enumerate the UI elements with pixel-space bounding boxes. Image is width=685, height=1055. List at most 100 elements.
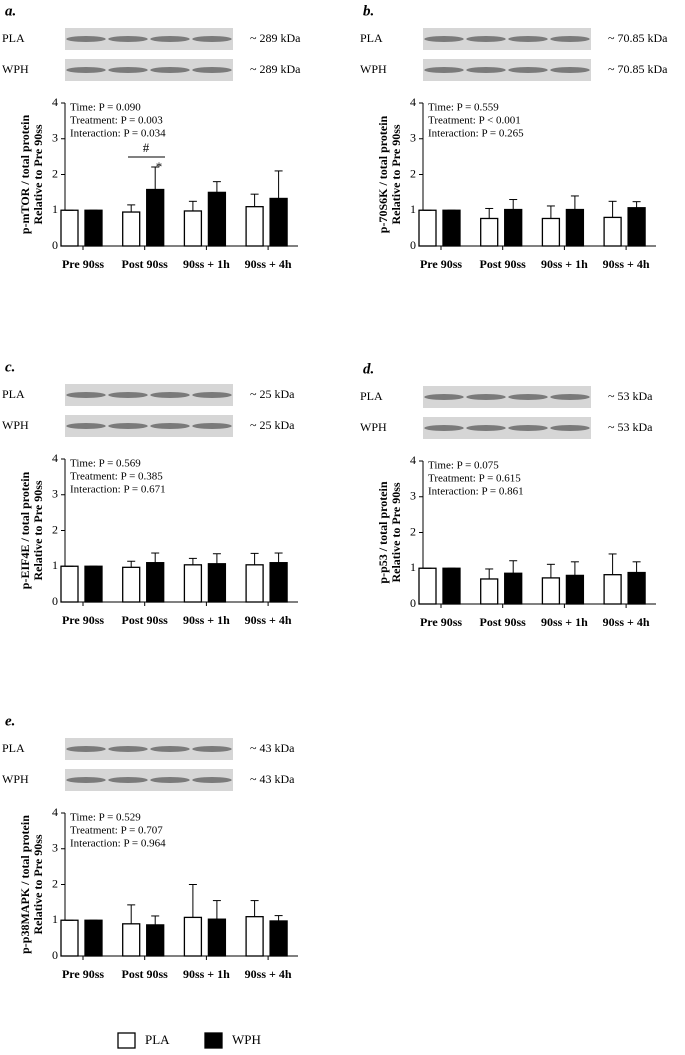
blot-band xyxy=(424,425,464,431)
x-tick-label: 90ss + 4h xyxy=(603,257,650,271)
y-tick-label: 0 xyxy=(52,238,58,252)
blot-band xyxy=(192,777,232,783)
bar xyxy=(84,209,103,247)
blot-band xyxy=(550,425,590,431)
stats-text: Interaction: P = 0.265 xyxy=(428,128,524,140)
error-bar xyxy=(509,560,518,574)
bar xyxy=(442,567,461,605)
blot-band xyxy=(550,67,590,73)
y-tick-label: 2 xyxy=(410,524,416,538)
blot-row-label: WPH xyxy=(360,62,387,76)
blot-band xyxy=(424,36,464,42)
bar xyxy=(603,216,622,247)
blot-band xyxy=(66,423,106,429)
y-tick-label: 1 xyxy=(52,202,58,216)
error-bar xyxy=(274,170,283,199)
blot-band xyxy=(466,36,506,42)
panel: b. PLA ~ 70.85 kDa WPH ~ 70.85 kDa 0 1 2 3 4 p-70S… xyxy=(360,3,668,270)
y-tick-label: 2 xyxy=(52,876,58,890)
y-axis-label: p-p38MAPK / total protein xyxy=(18,815,32,954)
y-tick-label: 3 xyxy=(410,131,416,145)
blot-row-label: WPH xyxy=(2,62,29,76)
blot-band xyxy=(108,777,148,783)
blot-band xyxy=(150,423,190,429)
bar xyxy=(183,210,203,247)
error-bar xyxy=(632,201,641,208)
bar xyxy=(245,564,264,603)
blot-band xyxy=(424,67,464,73)
bar xyxy=(504,572,523,605)
blot-size-label: ~ 53 kDa xyxy=(608,389,653,403)
stats-text: Interaction: P = 0.671 xyxy=(70,484,166,496)
blot-band xyxy=(108,423,148,429)
error-bar xyxy=(570,195,579,210)
blot-size-label: ~ 53 kDa xyxy=(608,420,653,434)
bar xyxy=(84,565,103,603)
blot-band xyxy=(192,746,232,752)
blot xyxy=(423,386,591,408)
blot-band xyxy=(66,392,106,398)
panel: d. PLA ~ 53 kDa WPH ~ 53 kDa 0 1 2 3 4 p-p53 / tot… xyxy=(360,361,656,629)
bar xyxy=(146,924,165,957)
bar xyxy=(418,567,437,605)
error-bar xyxy=(250,900,259,917)
bar xyxy=(627,571,646,605)
error-bar xyxy=(570,561,579,576)
bar xyxy=(418,209,437,247)
bar xyxy=(146,188,165,247)
stats-text: Treatment: P = 0.707 xyxy=(70,825,163,837)
bar xyxy=(60,919,79,957)
y-axis-label: p-p53 / total protein xyxy=(376,481,390,583)
bar xyxy=(269,197,288,247)
x-tick-label: Pre 90ss xyxy=(62,257,104,271)
error-bar xyxy=(127,204,136,213)
error-bar xyxy=(127,560,136,568)
error-bar xyxy=(632,561,641,573)
bar xyxy=(504,208,523,247)
blot-band xyxy=(508,425,548,431)
y-tick-label: 3 xyxy=(52,131,58,145)
bar xyxy=(480,217,499,247)
bar xyxy=(627,207,646,247)
blot xyxy=(65,415,233,437)
blot-band xyxy=(150,777,190,783)
y-tick-label: 0 xyxy=(52,948,58,962)
blot-band xyxy=(466,67,506,73)
error-bar xyxy=(188,557,197,565)
error-bar xyxy=(151,552,160,563)
error-bar xyxy=(608,200,617,218)
x-tick-label: Pre 90ss xyxy=(420,615,462,629)
blot-row-label: PLA xyxy=(2,387,25,401)
stats-text: Treatment: P < 0.001 xyxy=(428,115,521,127)
blot-row-label: WPH xyxy=(360,420,387,434)
bar xyxy=(183,564,203,603)
legend: PLA WPH xyxy=(117,1032,261,1049)
panel: a. PLA ~ 289 kDa WPH ~ 289 kDa 0 1 2 3 4 p-mTOR / … xyxy=(2,3,301,270)
x-tick-label: 90ss + 1h xyxy=(541,615,588,629)
blot-band xyxy=(108,392,148,398)
x-tick-label: 90ss + 4h xyxy=(245,257,292,271)
bar xyxy=(183,916,203,957)
x-tick-label: 90ss + 1h xyxy=(183,967,230,981)
bar xyxy=(603,574,622,605)
blot-size-label: ~ 289 kDa xyxy=(250,31,301,45)
bar xyxy=(565,208,585,247)
error-bar xyxy=(250,193,259,207)
x-tick-label: Post 90ss xyxy=(480,257,527,271)
y-axis-label: p-EIF4E / total protein xyxy=(18,471,32,589)
blot-band xyxy=(150,67,190,73)
error-bar xyxy=(608,553,617,575)
blot-band xyxy=(66,746,106,752)
legend-label: PLA xyxy=(145,1032,170,1047)
panel-label: a. xyxy=(5,3,16,19)
stats-text: Interaction: P = 0.034 xyxy=(70,128,166,140)
panel-label: c. xyxy=(5,359,15,375)
blot-band xyxy=(192,392,232,398)
blot xyxy=(65,384,233,406)
bar xyxy=(245,206,264,247)
y-axis-label: p-70S6K / total protein xyxy=(376,115,390,233)
y-tick-label: 0 xyxy=(52,594,58,608)
blot-band xyxy=(108,36,148,42)
y-tick-label: 0 xyxy=(410,238,416,252)
panel-label: b. xyxy=(363,3,374,19)
